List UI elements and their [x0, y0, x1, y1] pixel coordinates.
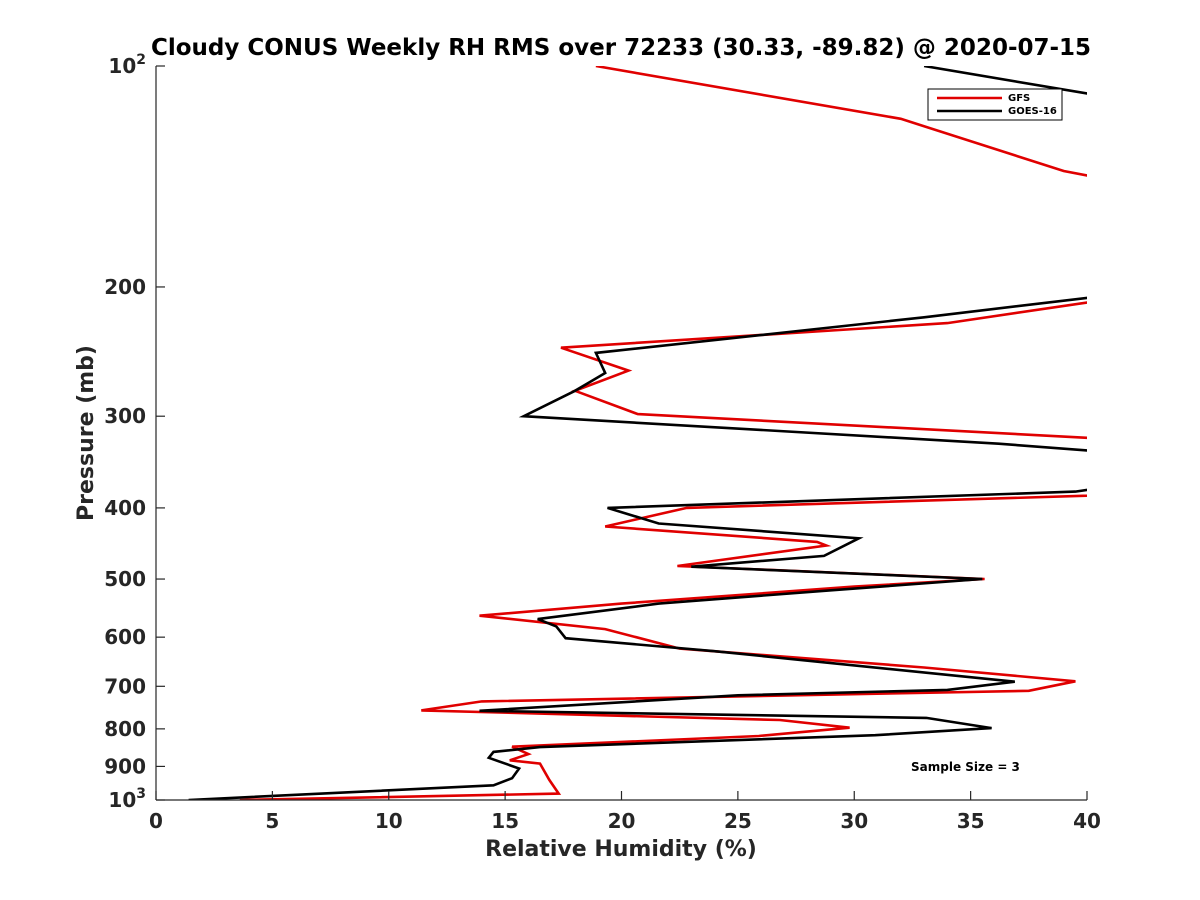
x-tick-label-5: 5 [265, 809, 279, 833]
x-tick-label-0: 0 [149, 809, 163, 833]
y-tick-label-300: 300 [104, 404, 146, 428]
y-tick-label-500: 500 [104, 567, 146, 591]
legend-label-goes-16: GOES-16 [1008, 106, 1057, 117]
series-line-goes-16 [188, 66, 1087, 800]
series-layer [188, 66, 1087, 800]
y-tick-label-800: 800 [104, 717, 146, 741]
chart-title: Cloudy CONUS Weekly RH RMS over 72233 (3… [151, 35, 1091, 61]
y-tick-label-600: 600 [104, 625, 146, 649]
x-axis-label: Relative Humidity (%) [485, 837, 757, 862]
x-tick-label-40: 40 [1073, 809, 1101, 833]
y-tick-label-400: 400 [104, 496, 146, 520]
x-tick-label-15: 15 [491, 809, 519, 833]
legend: GFS GOES-16 [927, 88, 1063, 121]
x-tick-label-30: 30 [840, 809, 868, 833]
y-tick-label-100: 102 [108, 52, 146, 78]
y-tick-label-900: 900 [104, 754, 146, 778]
x-tick-label-10: 10 [375, 809, 403, 833]
plot-area [156, 66, 1087, 800]
legend-label-gfs: GFS [1008, 93, 1030, 104]
x-tick-label-35: 35 [957, 809, 985, 833]
x-tick-label-25: 25 [724, 809, 752, 833]
x-tick-label-20: 20 [608, 809, 636, 833]
y-tick-label-700: 700 [104, 674, 146, 698]
y-axis-label: Pressure (mb) [74, 345, 99, 521]
x-axis-ticks: 0 5 10 15 20 25 30 35 40 [149, 791, 1101, 833]
y-tick-label-200: 200 [104, 275, 146, 299]
sample-size-annotation: Sample Size = 3 [911, 760, 1020, 774]
legend-box [927, 88, 1063, 121]
